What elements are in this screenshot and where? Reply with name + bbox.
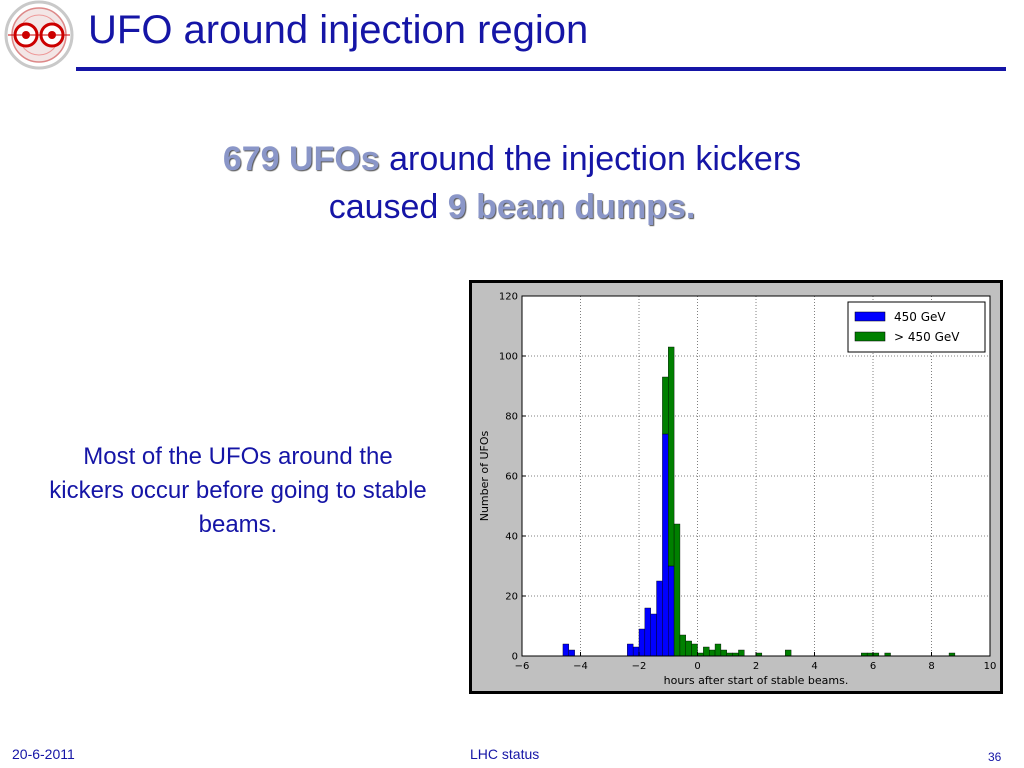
bars [562, 346, 956, 657]
bar [714, 643, 722, 657]
ufo-count-emphasis: 679 UFOs [222, 140, 380, 178]
bar [644, 607, 651, 657]
bar [720, 649, 727, 657]
headline-line-1: 679 UFOs around the injection kickers [0, 140, 1024, 179]
y-tick-label: 80 [505, 412, 518, 423]
page-title: UFO around injection region [88, 8, 589, 52]
bar [656, 580, 663, 657]
bar [632, 646, 640, 657]
bar [708, 649, 716, 657]
headline-line-1-text: around the injection kickers [379, 140, 802, 178]
x-tick-label: −4 [573, 661, 588, 672]
bar [691, 643, 698, 657]
side-note: Most of the UFOs around the kickers occu… [49, 443, 427, 538]
bar [685, 640, 692, 657]
title-divider [76, 67, 1006, 71]
bar [562, 643, 569, 657]
legend-swatch-450 [854, 311, 886, 322]
legend: 450 GeV > 450 GeV [847, 301, 986, 353]
x-tick-label: 4 [811, 661, 817, 672]
bar [679, 634, 686, 657]
headline-line-2-text: caused [328, 188, 448, 226]
bar [785, 649, 792, 657]
x-axis-label: hours after start of stable beams. [664, 674, 849, 687]
x-tick-label: 6 [870, 661, 876, 672]
x-tick-label: 8 [928, 661, 934, 672]
legend-swatch-above-450 [854, 331, 886, 342]
footer-date: 20-6-2011 [12, 746, 75, 762]
bar [703, 646, 710, 657]
y-tick-label: 0 [512, 652, 518, 663]
headline-line-2: caused 9 beam dumps. [0, 188, 1024, 227]
legend-box [847, 301, 986, 353]
y-tick-label: 120 [499, 292, 518, 303]
bar [638, 628, 646, 657]
bar [662, 376, 669, 435]
x-tick-label: −2 [632, 661, 647, 672]
chart-frame: −6 −4 −2 0 2 4 6 8 10 0 20 40 60 80 100 120 hours after… [469, 280, 1003, 694]
x-tick-label: 2 [753, 661, 759, 672]
lhc-logo-icon [4, 0, 74, 70]
bar [662, 433, 669, 657]
bar [738, 649, 745, 657]
beam-dumps-emphasis: 9 beam dumps. [447, 188, 696, 226]
footer-center: LHC status [470, 746, 540, 762]
bar [650, 613, 657, 657]
legend-label-above-450: > 450 GeV [894, 330, 960, 344]
x-tick-label: 0 [694, 661, 700, 672]
y-tick-label: 20 [505, 592, 518, 603]
y-tick-label: 60 [505, 472, 518, 483]
page-number: 36 [988, 750, 1002, 764]
bar [568, 649, 575, 657]
bar [668, 565, 675, 657]
x-tick-label: −6 [515, 661, 530, 672]
y-tick-label: 40 [505, 532, 518, 543]
bar [673, 523, 681, 657]
x-tick-label: 10 [984, 661, 997, 672]
bar [668, 346, 675, 567]
bar [627, 643, 634, 657]
y-axis-label: Number of UFOs [478, 430, 491, 521]
y-tick-label: 100 [499, 352, 518, 363]
legend-label-450: 450 GeV [894, 310, 946, 324]
